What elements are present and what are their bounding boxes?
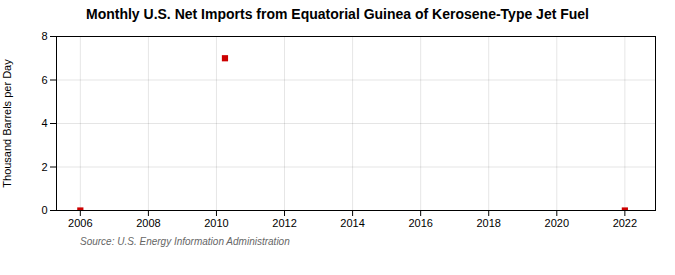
svg-text:2006: 2006 (68, 217, 92, 229)
svg-text:2020: 2020 (545, 217, 569, 229)
svg-text:2018: 2018 (476, 217, 500, 229)
svg-text:2: 2 (41, 161, 47, 173)
html-text:Monthly U.S. Net Imports from: Monthly U.S. Net Imports from Equatorial… (86, 6, 589, 22)
html-text:Source: U.S. Energy Informatio: Source: U.S. Energy Information Administ… (80, 236, 290, 247)
svg-text:6: 6 (41, 74, 47, 86)
svg-text:0: 0 (41, 204, 47, 216)
svg-text:8: 8 (41, 30, 47, 42)
svg-text:2008: 2008 (136, 217, 160, 229)
svg-text:2016: 2016 (408, 217, 432, 229)
svg-text:2012: 2012 (272, 217, 296, 229)
svg-text:2010: 2010 (204, 217, 228, 229)
svg-text:2022: 2022 (613, 217, 637, 229)
svg-text:Thousand Barrels per Day: Thousand Barrels per Day (1, 59, 13, 188)
svg-text:2014: 2014 (340, 217, 364, 229)
svg-text:4: 4 (41, 117, 47, 129)
